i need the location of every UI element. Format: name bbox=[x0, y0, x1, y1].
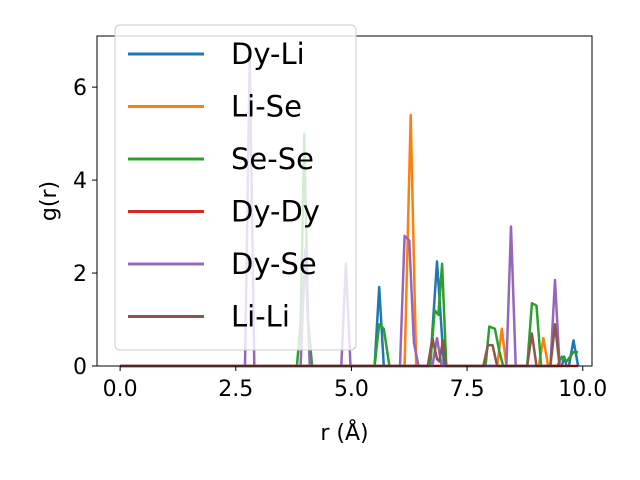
legend-label-dy-se: Dy-Se bbox=[231, 247, 317, 281]
x-tick-label: 7.5 bbox=[450, 377, 485, 402]
x-tick-label: 0.0 bbox=[103, 377, 138, 402]
x-tick-label: 2.5 bbox=[218, 377, 253, 402]
legend-label-se-se: Se-Se bbox=[231, 142, 314, 176]
y-tick-label: 4 bbox=[73, 169, 87, 194]
legend-label-li-se: Li-Se bbox=[231, 90, 302, 124]
y-tick-label: 2 bbox=[73, 262, 87, 287]
y-tick-label: 6 bbox=[73, 76, 87, 101]
x-axis-label: r (Å) bbox=[320, 419, 368, 446]
legend-label-li-li: Li-Li bbox=[231, 300, 290, 334]
legend-label-dy-dy: Dy-Dy bbox=[231, 195, 320, 229]
x-tick-label: 10.0 bbox=[558, 377, 607, 402]
legend-label-dy-li: Dy-Li bbox=[231, 37, 305, 71]
axis-ticks: 0.0 2.5 5.0 7.5 10.0 0 2 4 6 bbox=[73, 76, 607, 402]
x-tick-label: 5.0 bbox=[334, 377, 369, 402]
legend: Dy-Li Li-Se Se-Se Dy-Dy Dy-Se Li-Li bbox=[114, 24, 357, 351]
y-tick-label: 0 bbox=[73, 355, 87, 380]
y-axis-label: g(r) bbox=[37, 181, 62, 221]
